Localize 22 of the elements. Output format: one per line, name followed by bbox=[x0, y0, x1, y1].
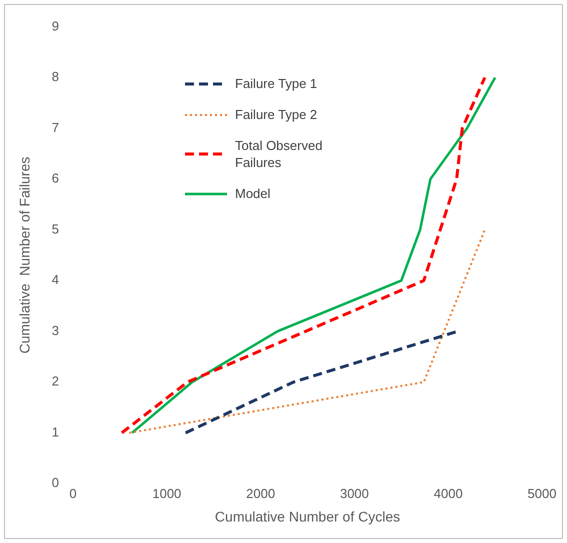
y-tick-label: 8 bbox=[52, 69, 60, 84]
x-tick-label: 0 bbox=[69, 486, 77, 501]
y-tick-label: 6 bbox=[52, 170, 60, 186]
legend-label: Model bbox=[235, 185, 272, 202]
y-tick-label: 0 bbox=[52, 475, 60, 490]
y-tick-label: 2 bbox=[52, 374, 60, 389]
y-tick-label: 7 bbox=[52, 120, 60, 135]
x-tick-label: 1000 bbox=[152, 486, 182, 501]
y-tick-label: 5 bbox=[52, 221, 60, 236]
x-axis-title: Cumulative Number of Cycles bbox=[214, 508, 400, 524]
x-tick-label: 5000 bbox=[528, 486, 556, 501]
x-tick-label: 2000 bbox=[246, 486, 276, 501]
y-tick-label: 9 bbox=[52, 18, 60, 34]
y-axis-title: Cumulative Number of Failures bbox=[16, 156, 32, 354]
y-tick-label: 3 bbox=[52, 322, 60, 338]
legend-label: Failure Type 2 bbox=[235, 106, 318, 123]
legend-label: Total Observed Failures bbox=[235, 137, 324, 171]
legend-label: Failure Type 1 bbox=[235, 75, 318, 92]
x-tick-label: 3000 bbox=[340, 486, 369, 501]
y-tick-label: 1 bbox=[52, 424, 60, 440]
y-tick-label: 4 bbox=[52, 272, 60, 288]
x-tick-label: 4000 bbox=[434, 486, 463, 501]
